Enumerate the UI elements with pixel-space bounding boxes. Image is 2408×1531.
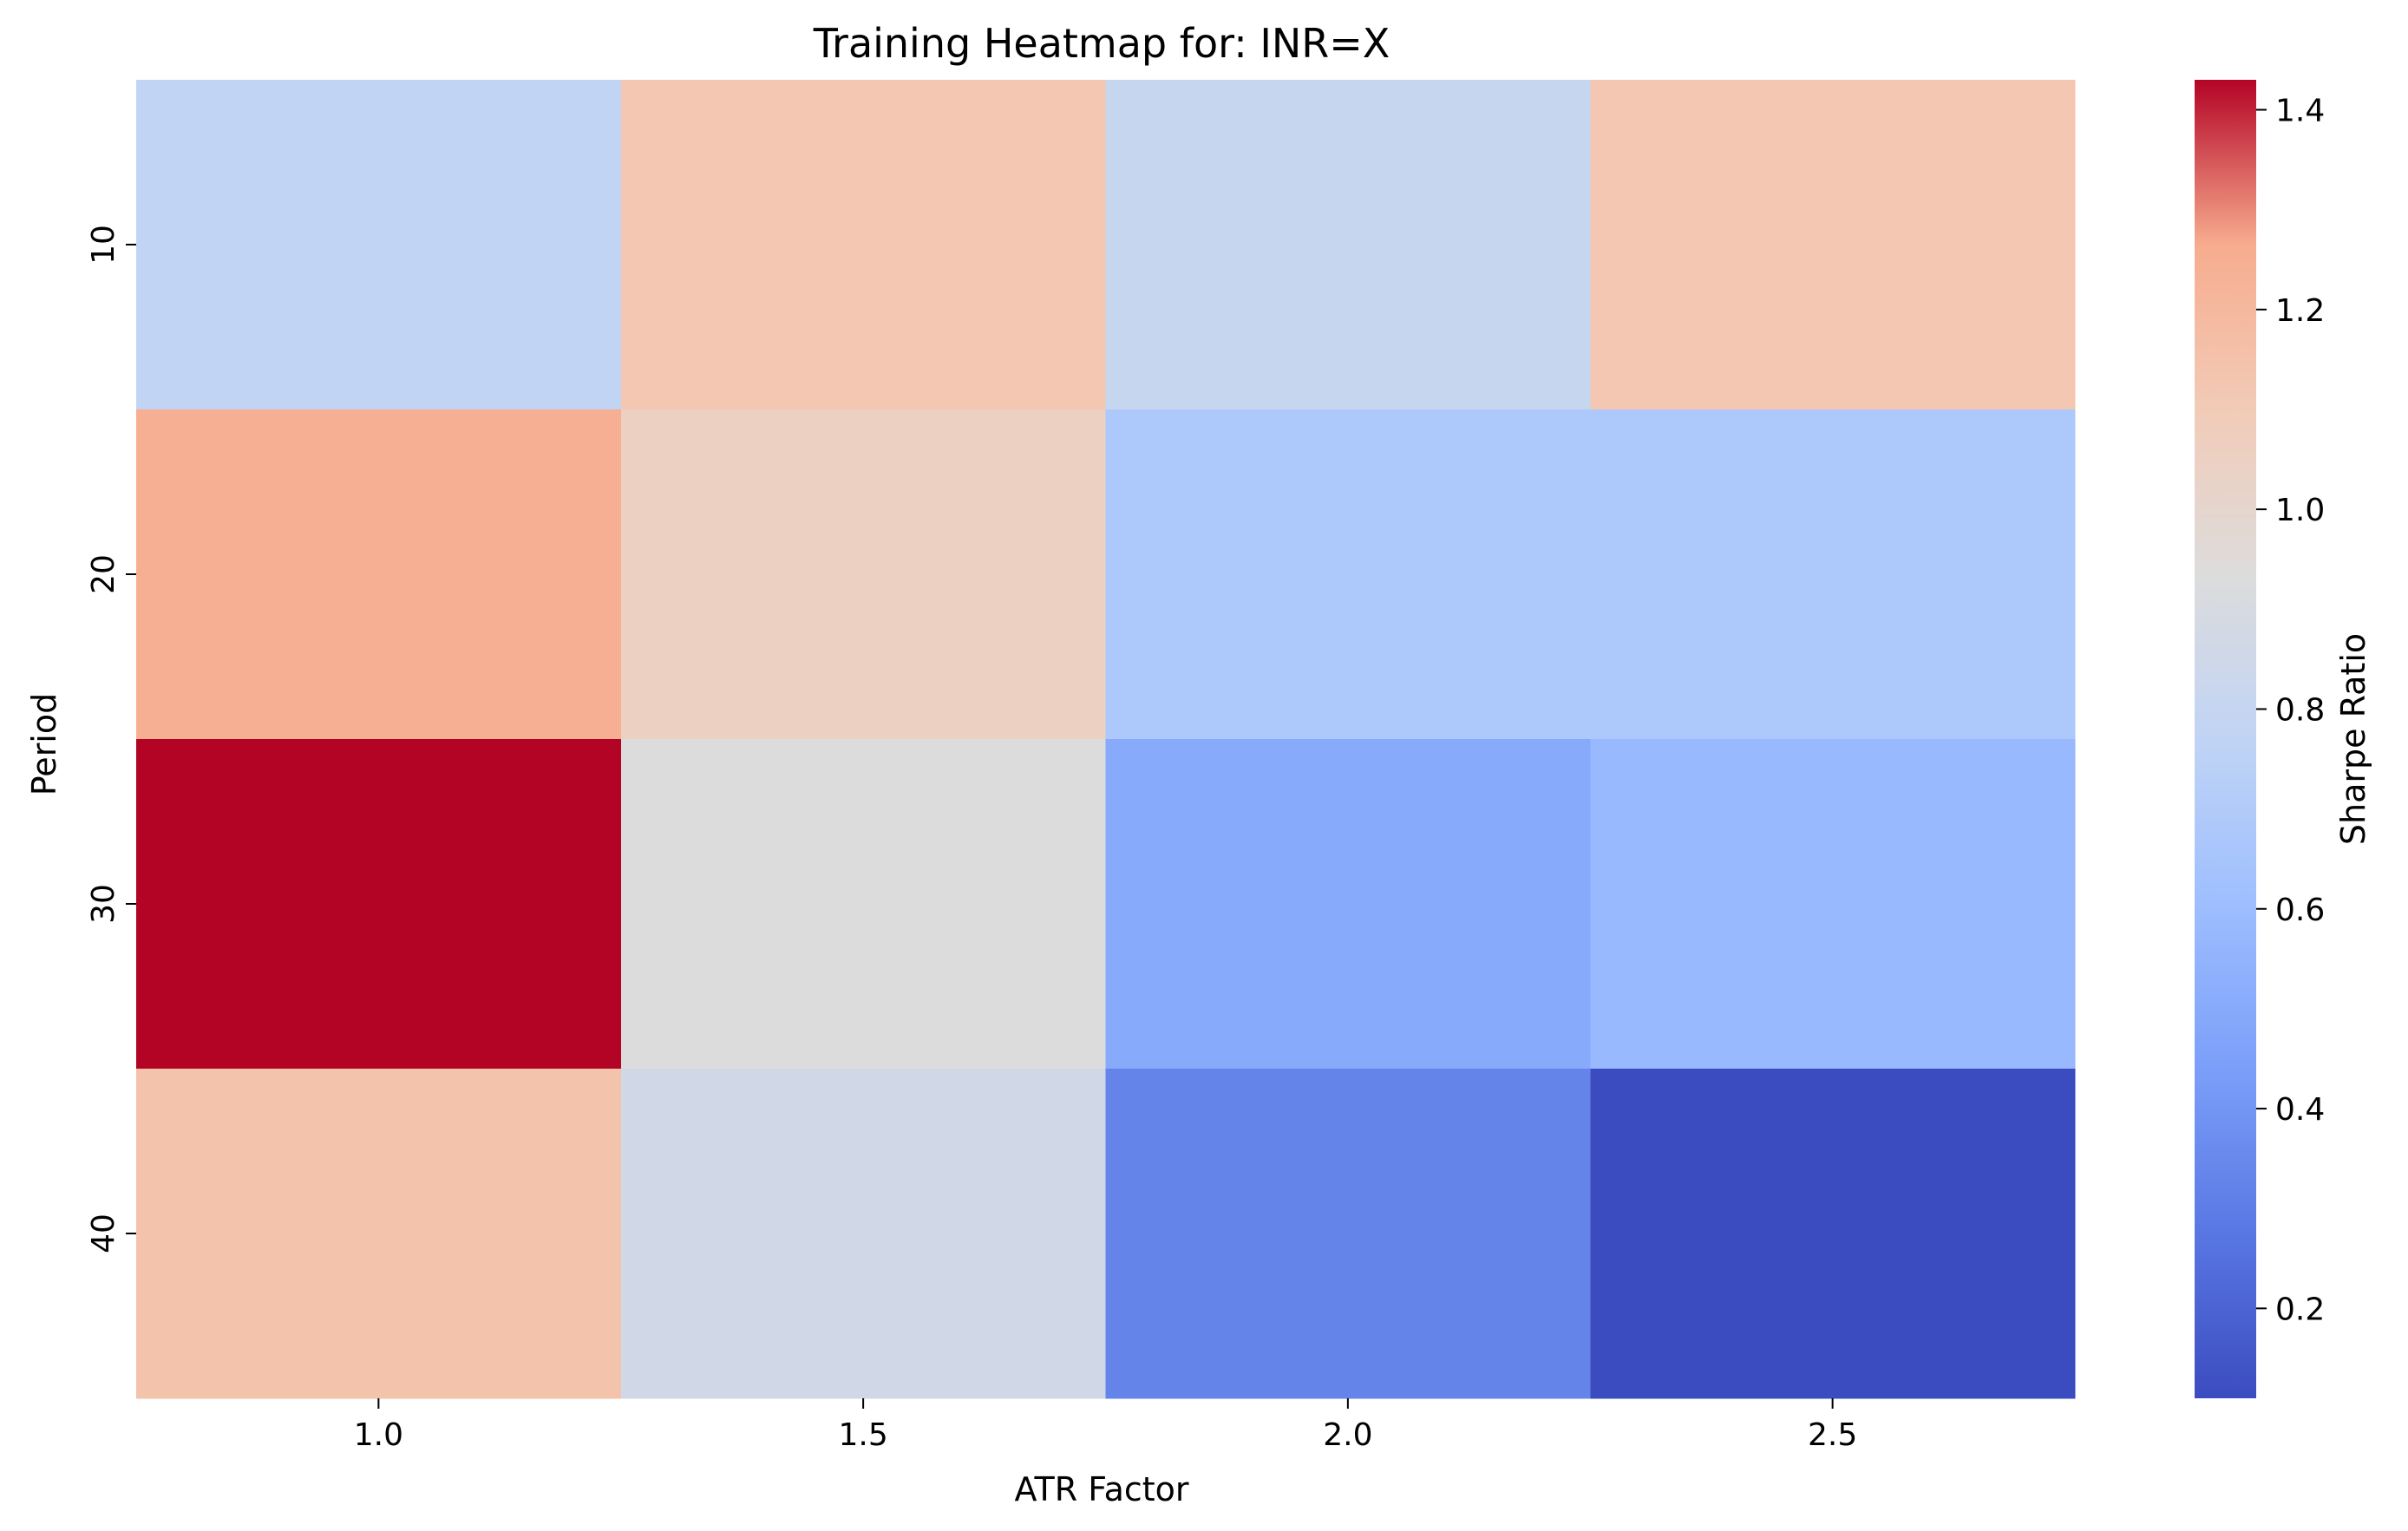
heatmap-cell [620,739,1106,1070]
x-axis-ticks: 1.0 1.5 2.0 2.5 [354,1398,1857,1453]
heatmap-cell [1590,1069,2076,1399]
colorbar-label: Sharpe Ratio [2334,633,2372,845]
heatmap-cell [620,80,1106,410]
x-axis-label: ATR Factor [1014,1470,1188,1508]
heatmap-cells [136,80,2076,1399]
heatmap-cell [136,409,622,740]
heatmap-cell [620,409,1106,740]
colorbar-tick-label: 0.6 [2275,893,2325,928]
colorbar-ticks: 0.2 0.4 0.6 0.8 1.0 1.2 1.4 [2256,94,2325,1327]
heatmap-cell [136,80,622,410]
colorbar-tick-label: 1.4 [2275,94,2325,129]
y-axis-ticks: 10 20 30 40 [86,225,136,1253]
heatmap-cell [1105,1069,1591,1399]
y-tick-label: 10 [86,225,121,265]
x-tick-label: 1.5 [838,1417,887,1453]
heatmap-cell [1105,80,1591,410]
heatmap-cell [136,739,622,1070]
y-axis-label: Period [25,693,63,796]
x-tick-label: 1.0 [354,1417,403,1453]
heatmap-cell [1105,739,1591,1070]
colorbar-tick-label: 0.2 [2275,1292,2325,1327]
y-tick-label: 40 [86,1214,121,1253]
heatmap-cell [1590,80,2076,410]
colorbar [2195,80,2256,1398]
colorbar-tick-label: 0.4 [2275,1092,2325,1128]
colorbar-tick-label: 1.0 [2275,493,2325,528]
y-tick-label: 20 [86,554,121,594]
heatmap-cell [1590,409,2076,740]
heatmap-cell [1590,739,2076,1070]
heatmap-cell [620,1069,1106,1399]
y-tick-label: 30 [86,884,121,924]
x-tick-label: 2.5 [1808,1417,1857,1453]
heatmap-cell [136,1069,622,1399]
colorbar-tick-label: 1.2 [2275,293,2325,329]
chart-title: Training Heatmap for: INR=X [813,20,1390,67]
colorbar-tick-label: 0.8 [2275,692,2325,728]
heatmap-cell [1105,409,1591,740]
x-tick-label: 2.0 [1323,1417,1372,1453]
